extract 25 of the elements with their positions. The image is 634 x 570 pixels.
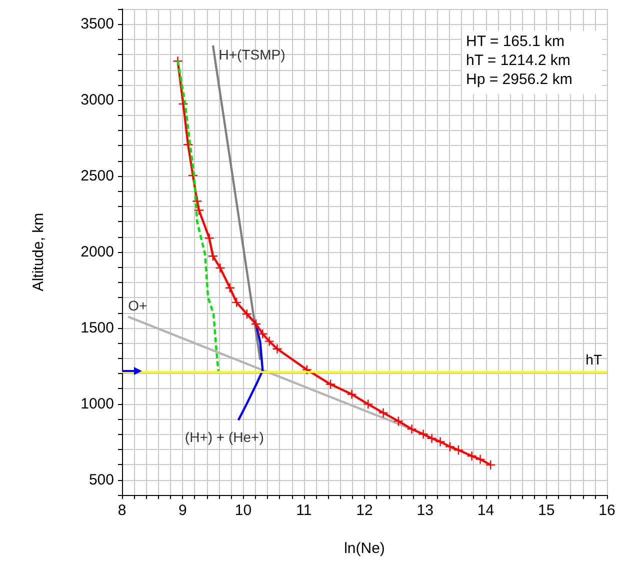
y-tick-label: 500 <box>88 471 114 488</box>
annotation: O+ <box>128 298 148 314</box>
x-tick-label: 10 <box>234 502 252 519</box>
annotation: (H+) + (He+) <box>184 429 264 446</box>
y-tick-label: 3000 <box>80 92 114 109</box>
y-axis-title: Altitude, km <box>30 212 47 292</box>
y-tick-label: 2000 <box>80 244 114 260</box>
x-tick-label: 8 <box>118 502 126 519</box>
annotation: HT = 165.1 km <box>466 33 565 50</box>
x-tick-label: 13 <box>416 502 434 519</box>
annotation: H+(TSMP) <box>218 46 286 63</box>
annotation: Hp = 2956.2 km <box>466 71 572 88</box>
x-tick-label: 14 <box>477 502 494 519</box>
x-tick-label: 15 <box>538 502 555 519</box>
x-tick-label: 11 <box>296 502 312 519</box>
ref-line-label: hT <box>586 351 602 368</box>
y-tick-label: 3500 <box>80 16 114 33</box>
y-tick-label: 1500 <box>80 319 114 336</box>
x-tick-label: 12 <box>356 502 373 519</box>
annotation: hT = 1214.2 km <box>466 52 570 69</box>
y-tick-label: 1000 <box>80 395 114 412</box>
x-tick-label: 9 <box>178 502 187 519</box>
x-tick-label: 16 <box>598 502 616 519</box>
y-tick-label: 2500 <box>80 168 114 185</box>
x-axis-title: ln(Ne) <box>344 540 385 557</box>
